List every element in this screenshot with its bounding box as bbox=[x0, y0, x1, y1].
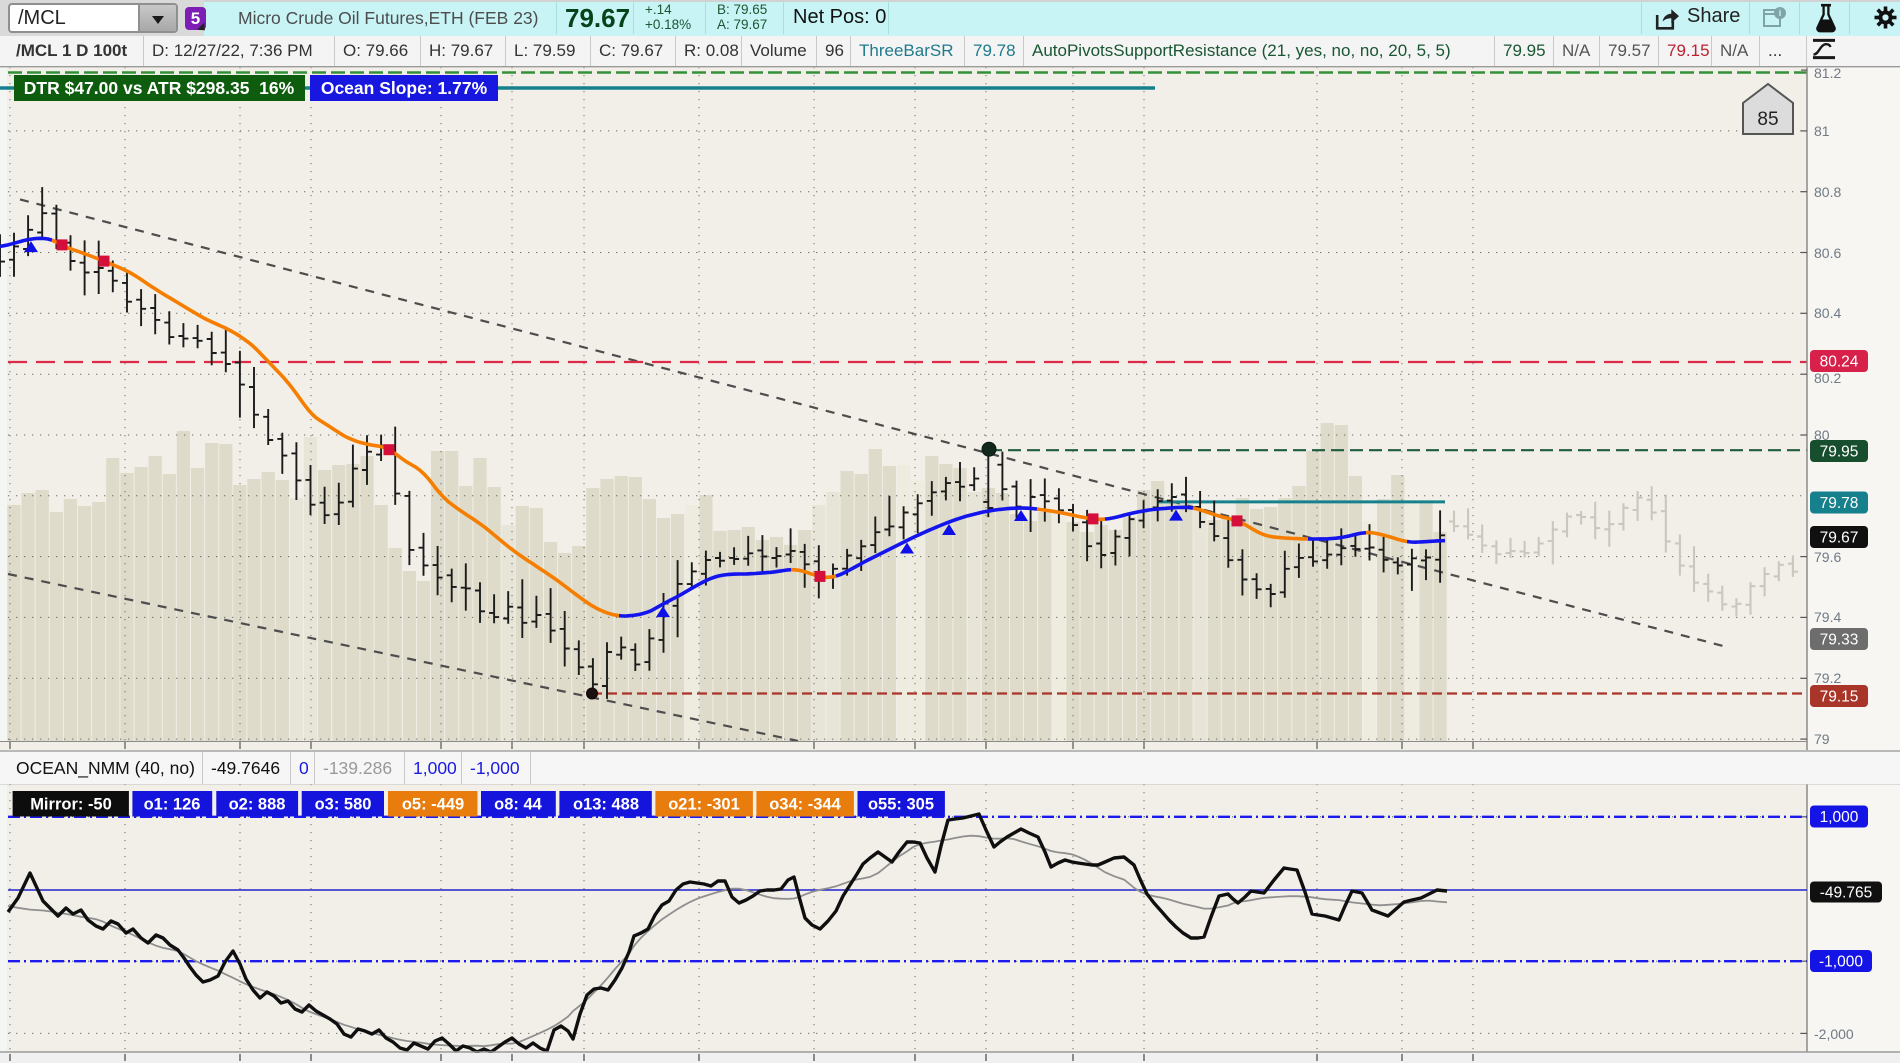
svg-text:80.2: 80.2 bbox=[1814, 370, 1841, 386]
svg-text:79.67: 79.67 bbox=[1820, 530, 1859, 547]
svg-text:79.6: 79.6 bbox=[1814, 549, 1841, 565]
svg-text:79.33: 79.33 bbox=[1820, 632, 1859, 649]
svg-text:79.2: 79.2 bbox=[1814, 670, 1841, 686]
svg-text:81: 81 bbox=[1814, 123, 1830, 139]
svg-text:-2,000: -2,000 bbox=[1814, 1026, 1854, 1042]
svg-text:79.4: 79.4 bbox=[1814, 609, 1841, 625]
svg-text:79: 79 bbox=[1814, 731, 1830, 747]
svg-text:81.2: 81.2 bbox=[1814, 65, 1841, 81]
svg-text:-49.765: -49.765 bbox=[1820, 885, 1873, 902]
svg-text:o1: 126: o1: 126 bbox=[144, 796, 201, 814]
svg-text:o3: 580: o3: 580 bbox=[315, 796, 372, 814]
svg-text:Mirror: -50: Mirror: -50 bbox=[30, 796, 112, 814]
svg-text:o13: 488: o13: 488 bbox=[573, 796, 639, 814]
svg-text:DTR $47.00 vs ATR $298.35 16%: DTR $47.00 vs ATR $298.35 16% bbox=[24, 78, 295, 98]
svg-text:79.78: 79.78 bbox=[1820, 495, 1859, 512]
svg-text:79.95: 79.95 bbox=[1820, 444, 1859, 461]
svg-text:80.6: 80.6 bbox=[1814, 245, 1841, 261]
svg-text:o55: 305: o55: 305 bbox=[868, 796, 934, 814]
svg-text:o8: 44: o8: 44 bbox=[494, 796, 543, 814]
svg-text:-1,000: -1,000 bbox=[1819, 954, 1863, 971]
svg-text:o21: -301: o21: -301 bbox=[668, 796, 740, 814]
svg-text:80.24: 80.24 bbox=[1820, 354, 1859, 371]
svg-text:80: 80 bbox=[1814, 427, 1830, 443]
svg-text:80.4: 80.4 bbox=[1814, 305, 1841, 321]
svg-text:o5: -449: o5: -449 bbox=[402, 796, 464, 814]
svg-text:85: 85 bbox=[1757, 109, 1778, 130]
svg-text:1,000: 1,000 bbox=[1820, 809, 1859, 826]
svg-text:o34: -344: o34: -344 bbox=[769, 796, 841, 814]
svg-text:i: i bbox=[1779, 8, 1782, 18]
svg-text:79.15: 79.15 bbox=[1820, 689, 1859, 706]
svg-text:o2: 888: o2: 888 bbox=[229, 796, 286, 814]
svg-text:Ocean Slope: 1.77%: Ocean Slope: 1.77% bbox=[321, 78, 488, 98]
svg-text:80.8: 80.8 bbox=[1814, 184, 1841, 200]
